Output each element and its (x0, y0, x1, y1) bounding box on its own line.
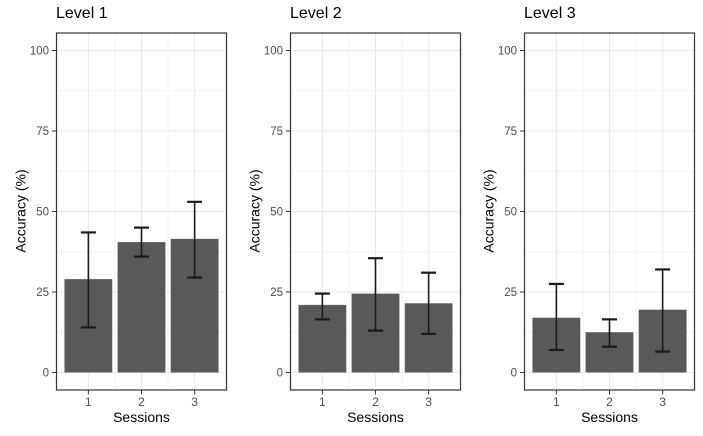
y-tick-label: 100 (30, 46, 49, 58)
x-tick-label: 2 (138, 395, 145, 409)
error-bar-session-2 (134, 226, 149, 258)
x-tick-label: 2 (606, 395, 613, 409)
y-tick-label: 25 (504, 287, 517, 299)
facet-level-1: Level 1 Accuracy (%) 0 25 50 75 100 1 2 3 Sessi… (0, 0, 234, 436)
facet-plot-svg: 0 25 50 75 100 1 2 3 (498, 32, 696, 409)
x-tick-label: 2 (372, 395, 379, 409)
error-bar-session-3 (187, 200, 203, 279)
y-tick-label: 50 (36, 207, 49, 219)
x-tick-label: 3 (425, 395, 432, 409)
error-bar-session-2 (602, 318, 617, 348)
error-bar-session-3 (421, 271, 437, 335)
error-bar-session-1 (80, 231, 96, 329)
x-tick-label: 1 (553, 395, 560, 409)
facet-title: Level 3 (524, 5, 576, 22)
y-tick-label: 100 (498, 46, 517, 58)
panel-border (523, 32, 696, 391)
y-tick-label: 0 (277, 368, 283, 380)
y-tick-label: 25 (270, 287, 283, 299)
error-bar-session-1 (314, 292, 330, 321)
x-tick-label: 3 (191, 395, 198, 409)
facet-plot-svg: 0 25 50 75 100 1 2 3 (264, 32, 462, 409)
error-bar-session-3 (655, 268, 671, 353)
panel-border (55, 32, 228, 391)
y-tick-label: 25 (36, 287, 49, 299)
error-bar-session-1 (548, 282, 564, 352)
bar-session-2 (117, 242, 166, 373)
y-tick-label: 0 (43, 368, 49, 380)
x-tick-label: 1 (319, 395, 326, 409)
y-tick-label: 0 (511, 368, 517, 380)
y-tick-label: 50 (504, 207, 517, 219)
facet-title: Level 2 (290, 5, 342, 22)
panel-border (289, 32, 462, 391)
y-tick-label: 75 (504, 126, 517, 138)
y-tick-label: 75 (270, 126, 283, 138)
x-axis-title: Sessions (581, 409, 638, 425)
y-tick-label: 50 (270, 207, 283, 219)
error-bar-session-2 (368, 257, 383, 332)
facet-level-2: Level 2 Accuracy (%) 0 25 50 75 100 1 2 3 Sessi… (234, 0, 468, 436)
x-tick-label: 1 (85, 395, 92, 409)
x-axis-title: Sessions (113, 409, 170, 425)
x-axis-title: Sessions (347, 409, 404, 425)
y-tick-label: 100 (264, 46, 283, 58)
facet-level-3: Level 3 Accuracy (%) 0 25 50 75 100 1 2 3 Sessi… (468, 0, 703, 436)
x-tick-label: 3 (659, 395, 666, 409)
y-tick-label: 75 (36, 126, 49, 138)
facet-plot-svg: 0 25 50 75 100 1 2 3 (30, 32, 228, 409)
facet-title: Level 1 (56, 5, 108, 22)
